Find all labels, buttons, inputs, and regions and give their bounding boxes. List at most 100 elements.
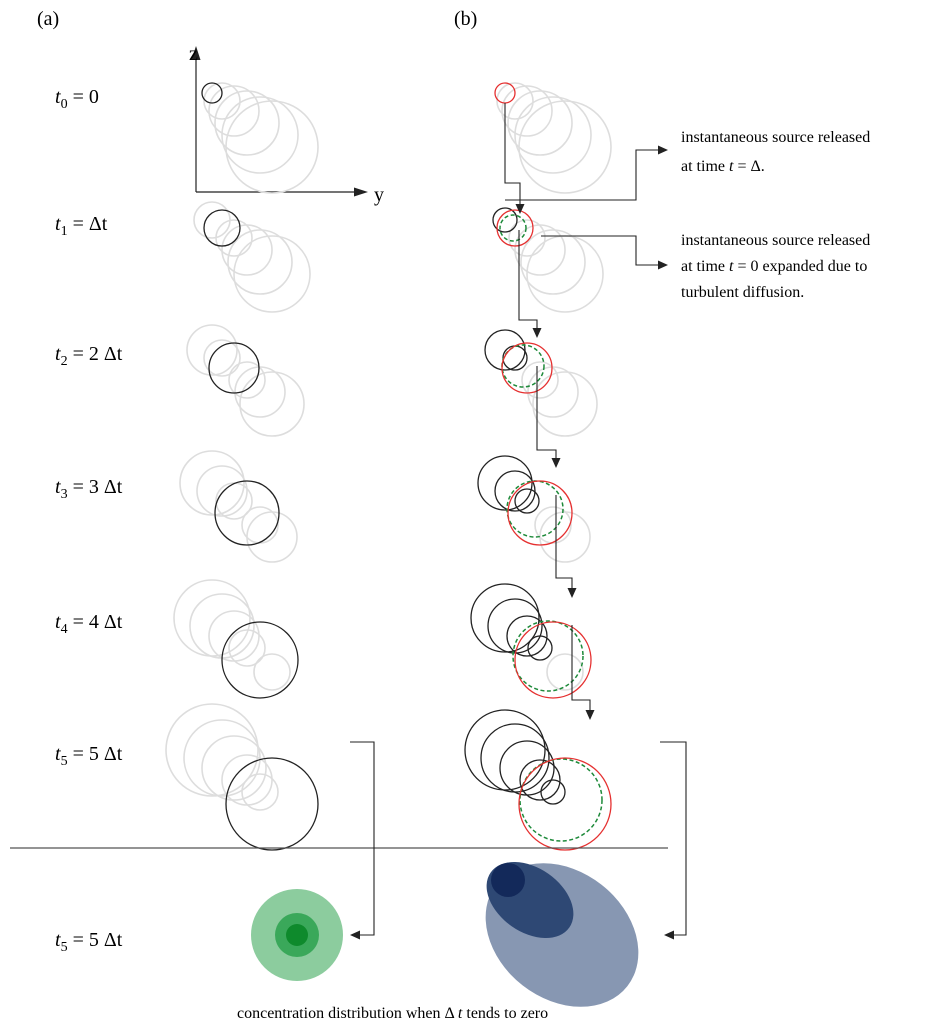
ghost-puff-b-1-2 (508, 219, 546, 257)
arrowhead-b (664, 930, 674, 940)
ghost-puff-a-0-2 (208, 85, 260, 137)
connector-source-zero (541, 235, 660, 266)
panel-label-a: (a) (37, 8, 59, 30)
ghost-puff-a-3-4 (241, 506, 279, 544)
ghost-puff-a-0-1 (203, 82, 241, 120)
ghost-puff-a-5-2 (201, 735, 267, 801)
previous-puff-b-4-0 (470, 583, 540, 653)
previous-puff-b-5-2 (499, 740, 555, 796)
connector-step-2-arrowhead (551, 458, 561, 468)
connector-source-delta (505, 149, 660, 201)
connector-step-2 (536, 366, 557, 460)
time-label-4: t4 = 4 Δt (55, 611, 123, 637)
concentration-a (251, 889, 343, 981)
ghost-puff-b-3-4 (534, 506, 572, 544)
previous-puff-b-3-0 (477, 455, 533, 511)
ghost-puff-b-0-1 (496, 82, 534, 120)
connector-step-3-arrowhead (567, 588, 577, 598)
ghost-puff-b-3-5 (539, 511, 591, 563)
ghost-puff-a-3-5 (246, 511, 298, 563)
connectors-panel-b (504, 103, 668, 720)
ghost-puff-a-3-1 (196, 465, 248, 517)
time-labels: t0 = 0 t1 = Δt t2 = 2 Δt t3 = 3 Δt t4 = 4 Δt… (55, 86, 123, 769)
ghost-puff-a-0-3 (214, 90, 280, 156)
time-label-2: t2 = 2 Δt (55, 343, 123, 369)
concentration-a-core (286, 924, 308, 946)
concentration-b-core (491, 863, 525, 897)
ghost-puff-a-4-5 (253, 653, 291, 691)
ghost-puff-a-5-0 (165, 703, 259, 797)
green-dashed-puff-4 (512, 620, 584, 692)
ghost-puff-a-1-0 (193, 201, 231, 239)
ghost-puff-a-4-0 (173, 579, 251, 657)
ghost-puff-a-1-5 (233, 235, 311, 313)
previous-puff-b-5-3 (519, 759, 561, 801)
axes-a: z y (189, 43, 384, 206)
ghost-puff-a-1-2 (215, 219, 253, 257)
ghost-puff-a-1-3 (221, 224, 273, 276)
time-label-3: t3 = 3 Δt (55, 476, 123, 502)
arrow-b-to-distribution (660, 741, 687, 936)
red-puff-1 (496, 209, 534, 247)
concentration-b (485, 861, 639, 1007)
connector-step-3 (555, 495, 573, 590)
red-puff-3 (507, 480, 573, 546)
ghost-puff-a-2-1 (203, 339, 241, 377)
ghost-puff-a-3-0 (179, 450, 245, 516)
connector-0 (504, 103, 521, 206)
red-puff-2 (501, 342, 553, 394)
previous-puff-b-4-2 (506, 615, 548, 657)
arrowhead-a (350, 930, 360, 940)
ghost-puff-b-1-3 (514, 224, 566, 276)
z-axis-label: z (189, 43, 198, 65)
time-label-5: t5 = 5 Δt (55, 743, 123, 769)
y-axis-arrowhead (354, 187, 368, 197)
ghost-puff-a-2-5 (239, 371, 305, 437)
previous-puff-b-5-1 (480, 723, 550, 793)
connector-step-4-arrowhead (585, 710, 595, 720)
current-puff-a-1 (203, 209, 241, 247)
puffs-panel-b (464, 82, 612, 851)
connector-source-zero-arrowhead (658, 260, 668, 270)
ghost-puff-b-0-4 (514, 96, 592, 174)
time-label-1: t1 = Δt (55, 213, 108, 239)
ghost-puff-a-0-5 (225, 100, 319, 194)
connector-source-delta-arrowhead (658, 145, 668, 155)
current-puff-a-5 (225, 757, 319, 851)
ghost-puff-b-2-4 (527, 366, 579, 418)
current-puff-a-4 (221, 621, 299, 699)
previous-puff-b-3-2 (514, 488, 540, 514)
time-label-bottom: t5 = 5 Δt (55, 929, 123, 955)
previous-puff-b-1-0 (492, 207, 518, 233)
y-axis-label: y (374, 184, 384, 206)
connector-step-1 (518, 230, 538, 330)
ghost-puff-a-0-4 (221, 96, 299, 174)
panel-label-b: (b) (454, 8, 477, 30)
caption: concentration distribution when Δ t tend… (237, 1005, 548, 1022)
annotation-source-zero-line3: turbulent diffusion. (681, 284, 804, 301)
ghost-puff-a-2-3 (228, 361, 266, 399)
connector-step-4 (571, 625, 591, 712)
current-puff-a-2 (208, 342, 260, 394)
previous-puff-b-2-0 (484, 329, 526, 371)
ghost-puff-b-1-4 (520, 229, 586, 295)
annotation-source-delta-line1: instantaneous source released (681, 129, 870, 146)
previous-puff-b-5-4 (540, 779, 566, 805)
green-dashed-puff-5 (519, 758, 603, 842)
puffs-panel-a (165, 82, 319, 851)
z-axis-arrowhead (191, 46, 201, 60)
annotation-source-zero-line2: at time t = 0 expanded due to (681, 258, 867, 275)
ghost-puff-b-4-5 (546, 653, 584, 691)
annotation-source-zero-line1: instantaneous source released (681, 232, 870, 249)
red-puff-5 (518, 757, 612, 851)
ghost-puff-b-2-5 (532, 371, 598, 437)
ghost-puff-b-2-3 (521, 361, 559, 399)
connector-0-arrowhead (515, 204, 525, 214)
ghost-puff-b-0-5 (518, 100, 612, 194)
ghost-puff-a-4-3 (228, 629, 266, 667)
ghost-puff-a-1-4 (227, 229, 293, 295)
ghost-puff-a-2-0 (186, 324, 238, 376)
current-puff-a-3 (214, 480, 280, 546)
ghost-puff-b-0-2 (501, 85, 553, 137)
